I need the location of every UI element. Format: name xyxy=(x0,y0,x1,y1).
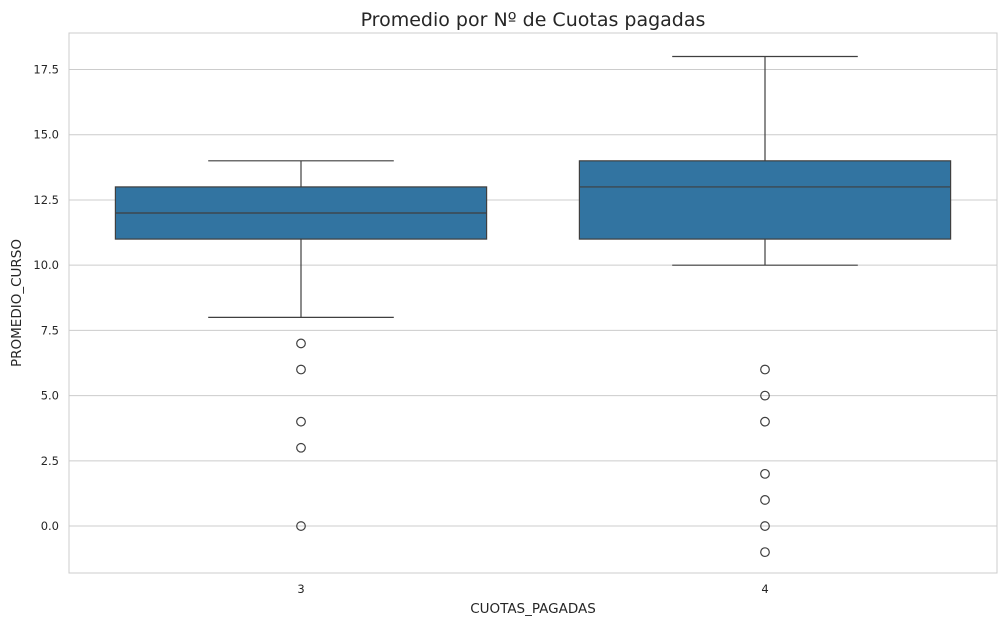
outlier-point xyxy=(760,547,770,558)
outlier-point xyxy=(296,364,306,375)
outlier-point xyxy=(760,390,770,401)
outlier-point xyxy=(296,521,306,531)
box-group-4 xyxy=(578,55,952,558)
outlier-point xyxy=(760,495,770,505)
y-axis-label: PROMEDIO_CURSO xyxy=(9,239,25,367)
y-tick-label: 0.0 xyxy=(41,519,59,533)
box-group-3 xyxy=(114,160,488,531)
outlier-point xyxy=(760,468,770,479)
y-axis-ticks: 0.0 2.5 5.0 7.5 10.0 12.5 15.0 17.5 xyxy=(33,63,59,534)
y-tick-label: 7.5 xyxy=(41,323,59,337)
x-axis-label: CUOTAS_PAGADAS xyxy=(470,601,596,617)
outlier-point xyxy=(296,416,306,427)
y-tick-label: 5.0 xyxy=(41,389,59,403)
outlier-point xyxy=(296,338,306,349)
y-tick-label: 15.0 xyxy=(33,128,59,142)
x-tick-label: 3 xyxy=(297,582,304,596)
outlier-point xyxy=(296,442,306,453)
x-tick-label: 4 xyxy=(761,582,768,596)
y-tick-label: 10.0 xyxy=(33,258,59,272)
boxes xyxy=(114,55,952,558)
y-tick-label: 17.5 xyxy=(33,63,59,77)
outlier-point xyxy=(760,364,770,375)
outlier-point xyxy=(760,416,770,427)
outlier-point xyxy=(760,521,770,531)
y-tick-label: 2.5 xyxy=(41,454,59,468)
box-iqr xyxy=(578,160,952,240)
plot-area xyxy=(68,32,998,574)
chart-title: Promedio por Nº de Cuotas pagadas xyxy=(361,9,706,31)
y-tick-label: 12.5 xyxy=(33,193,59,207)
